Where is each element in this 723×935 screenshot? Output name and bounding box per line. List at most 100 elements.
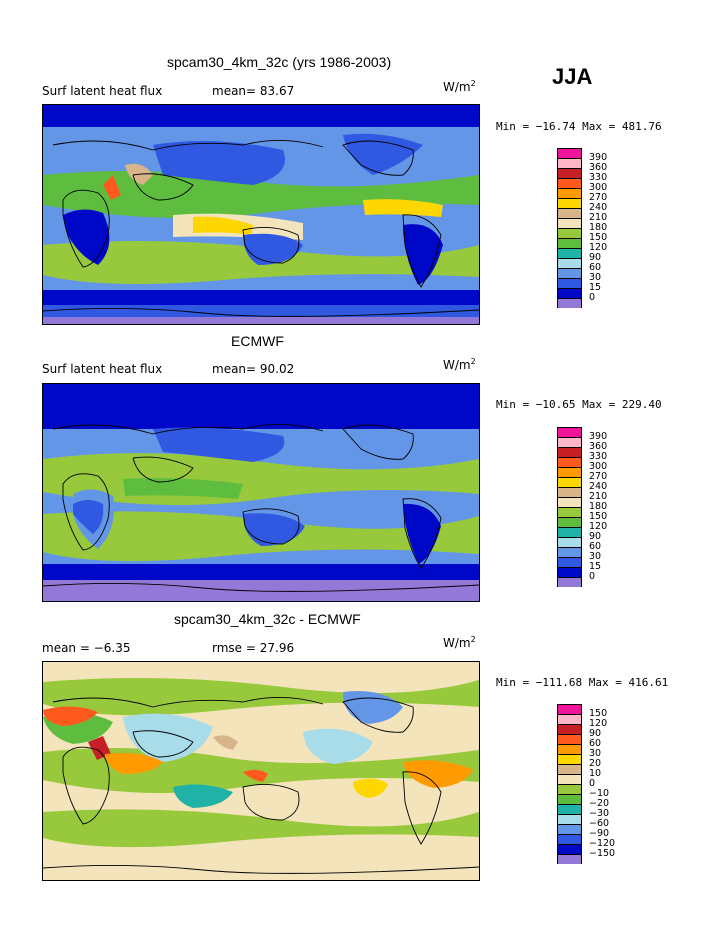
legend-swatch bbox=[557, 547, 582, 557]
legend-swatch bbox=[557, 824, 582, 834]
legend-swatch bbox=[557, 814, 582, 824]
legend-label: −90 bbox=[589, 828, 610, 839]
legend-label: 240 bbox=[589, 481, 608, 492]
legend-label: 270 bbox=[589, 471, 608, 482]
legend-label: 90 bbox=[589, 252, 602, 263]
legend-swatch bbox=[557, 457, 582, 467]
legend-swatch bbox=[557, 467, 582, 477]
legend-label: −10 bbox=[589, 788, 610, 799]
legend-swatch bbox=[557, 794, 582, 804]
legend-swatch bbox=[557, 754, 582, 764]
legend-swatch bbox=[557, 208, 582, 218]
legend-label: 360 bbox=[589, 162, 608, 173]
legend-swatch bbox=[557, 507, 582, 517]
panel-1-legend: 390 360 330 300 270 240 210 180 150 120 … bbox=[557, 148, 607, 308]
legend-swatch bbox=[557, 764, 582, 774]
legend-label: 120 bbox=[589, 521, 608, 532]
legend-swatch bbox=[557, 278, 582, 288]
legend-label: 180 bbox=[589, 501, 608, 512]
legend-label: −20 bbox=[589, 798, 610, 809]
legend-label: 330 bbox=[589, 172, 608, 183]
legend-swatch bbox=[557, 447, 582, 457]
legend-label: −60 bbox=[589, 818, 610, 829]
legend-label: 120 bbox=[589, 718, 608, 729]
legend-label: 30 bbox=[589, 272, 602, 283]
legend-label: 30 bbox=[589, 748, 602, 759]
legend-swatch bbox=[557, 427, 582, 437]
panel-3-legend: 150 120 90 60 30 20 10 0 −10 −20 −30 −60… bbox=[557, 704, 615, 864]
legend-label: 240 bbox=[589, 202, 608, 213]
legend-swatch bbox=[557, 168, 582, 178]
legend-label: 300 bbox=[589, 182, 608, 193]
legend-swatch bbox=[557, 487, 582, 497]
panel-1-title: spcam30_4km_32c (yrs 1986-2003) bbox=[167, 54, 392, 70]
legend-swatch bbox=[557, 714, 582, 724]
legend-label: 270 bbox=[589, 192, 608, 203]
legend-swatch bbox=[557, 844, 582, 854]
panel-1-field-label: Surf latent heat flux bbox=[42, 84, 163, 98]
legend-label: 300 bbox=[589, 461, 608, 472]
legend-label: 150 bbox=[589, 708, 608, 719]
legend-swatch bbox=[557, 148, 582, 158]
legend-label: 15 bbox=[589, 561, 602, 572]
legend-swatch bbox=[557, 567, 582, 577]
legend-label: 210 bbox=[589, 212, 608, 223]
legend-swatch bbox=[557, 158, 582, 168]
panel-2-units: W/m2 bbox=[443, 357, 476, 372]
legend-label: 210 bbox=[589, 491, 608, 502]
season-label: JJA bbox=[552, 64, 593, 89]
panel-2-legend: 390 360 330 300 270 240 210 180 150 120 … bbox=[557, 427, 607, 587]
legend-label: 360 bbox=[589, 441, 608, 452]
legend-label: 60 bbox=[589, 738, 602, 749]
legend-label: 20 bbox=[589, 758, 602, 769]
legend-swatch bbox=[557, 437, 582, 447]
legend-label: 10 bbox=[589, 768, 602, 779]
panel-2-mean: mean= 90.02 bbox=[212, 362, 295, 376]
panel-3-units: W/m2 bbox=[443, 635, 476, 650]
panel-3-mean: mean = −6.35 bbox=[42, 641, 131, 655]
legend-swatch bbox=[557, 497, 582, 507]
legend-swatch bbox=[557, 804, 582, 814]
legend-label: 150 bbox=[589, 232, 608, 243]
legend-label: 60 bbox=[589, 541, 602, 552]
legend-label: 390 bbox=[589, 431, 608, 442]
legend-swatch bbox=[557, 288, 582, 298]
legend-label: 330 bbox=[589, 451, 608, 462]
panel-3-rmse: rmse = 27.96 bbox=[212, 641, 295, 655]
legend-label: 150 bbox=[589, 511, 608, 522]
legend-swatch bbox=[557, 577, 582, 587]
legend-label: −150 bbox=[589, 848, 616, 859]
legend-swatch bbox=[557, 248, 582, 258]
legend-swatch bbox=[557, 784, 582, 794]
legend-label: 0 bbox=[589, 778, 596, 789]
legend-label: 0 bbox=[589, 292, 596, 303]
legend-swatch bbox=[557, 238, 582, 248]
legend-swatch bbox=[557, 477, 582, 487]
legend-label: 90 bbox=[589, 531, 602, 542]
legend-swatch bbox=[557, 557, 582, 567]
legend-label: 0 bbox=[589, 571, 596, 582]
legend-swatch bbox=[557, 527, 582, 537]
legend-swatch bbox=[557, 218, 582, 228]
legend-label: −30 bbox=[589, 808, 610, 819]
legend-swatch bbox=[557, 744, 582, 754]
legend-swatch bbox=[557, 198, 582, 208]
panel-2-minmax: Min = −10.65 Max = 229.40 bbox=[496, 398, 662, 411]
panel-1-minmax: Min = −16.74 Max = 481.76 bbox=[496, 120, 662, 133]
legend-swatch bbox=[557, 724, 582, 734]
panel-3-minmax: Min = −111.68 Max = 416.61 bbox=[496, 676, 669, 689]
panel-1-mean: mean= 83.67 bbox=[212, 84, 295, 98]
legend-swatch bbox=[557, 774, 582, 784]
legend-label: 120 bbox=[589, 242, 608, 253]
legend-swatch bbox=[557, 854, 582, 864]
legend-swatch bbox=[557, 268, 582, 278]
legend-swatch bbox=[557, 834, 582, 844]
legend-swatch bbox=[557, 734, 582, 744]
legend-swatch bbox=[557, 517, 582, 527]
legend-label: 60 bbox=[589, 262, 602, 273]
legend-swatch bbox=[557, 537, 582, 547]
panel-3-title: spcam30_4km_32c - ECMWF bbox=[174, 611, 361, 627]
panel-2-title: ECMWF bbox=[231, 333, 284, 349]
panel-1-map bbox=[42, 104, 480, 325]
legend-swatch bbox=[557, 188, 582, 198]
